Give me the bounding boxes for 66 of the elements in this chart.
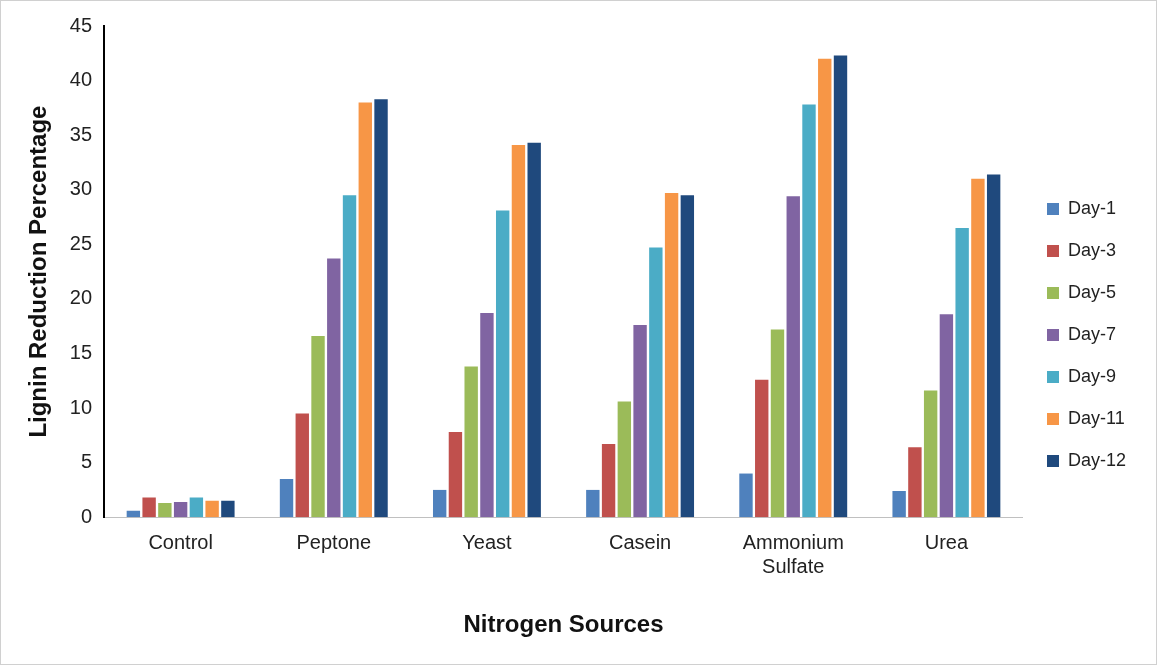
x-tick-label: Peptone bbox=[296, 530, 372, 553]
bar bbox=[158, 503, 172, 518]
bar bbox=[295, 413, 309, 518]
bar bbox=[986, 174, 1001, 518]
x-tick-label: Ammonium Sulfate bbox=[742, 530, 844, 577]
bar bbox=[664, 193, 679, 518]
x-axis-title: Nitrogen Sources bbox=[463, 610, 664, 638]
bar bbox=[311, 336, 325, 518]
y-tick-label: 20 bbox=[69, 286, 93, 309]
bar bbox=[327, 258, 341, 518]
legend-label: Day-9 bbox=[1067, 365, 1116, 386]
bar bbox=[818, 58, 832, 518]
bar bbox=[511, 144, 526, 518]
legend-label: Day-7 bbox=[1067, 323, 1116, 344]
bar bbox=[633, 325, 647, 518]
bar bbox=[770, 329, 785, 518]
bar bbox=[173, 501, 188, 518]
y-axis-title: Lignin Reduction Percentage bbox=[24, 105, 52, 438]
bar bbox=[448, 432, 463, 518]
bar bbox=[955, 227, 969, 518]
legend-label: Day-1 bbox=[1067, 197, 1116, 218]
bar bbox=[617, 401, 632, 518]
legend-label: Day-11 bbox=[1067, 407, 1125, 428]
y-tick-label: 45 bbox=[69, 13, 93, 36]
bar bbox=[680, 195, 695, 518]
bar bbox=[755, 379, 769, 518]
bar bbox=[739, 473, 753, 518]
bar bbox=[142, 497, 156, 518]
bar bbox=[189, 497, 204, 518]
bar bbox=[480, 313, 494, 518]
bar bbox=[221, 500, 235, 518]
bar bbox=[495, 210, 510, 518]
bar bbox=[601, 444, 616, 518]
y-tick-label: 0 bbox=[80, 504, 93, 527]
x-tick-label: Yeast bbox=[462, 530, 513, 553]
y-tick-label: 30 bbox=[69, 177, 93, 200]
y-tick-label: 15 bbox=[69, 340, 93, 363]
y-tick-label: 40 bbox=[69, 68, 93, 91]
bar bbox=[802, 104, 816, 518]
legend-label: Day-5 bbox=[1067, 281, 1116, 302]
bar bbox=[279, 479, 294, 518]
x-tick-label: Control bbox=[148, 530, 213, 553]
bar bbox=[939, 314, 954, 518]
bar bbox=[923, 390, 938, 518]
x-tick-label: Casein bbox=[608, 530, 672, 553]
bar bbox=[358, 102, 372, 518]
legend-label: Day-12 bbox=[1067, 449, 1127, 470]
bar bbox=[786, 196, 800, 518]
bar bbox=[971, 178, 985, 518]
bar bbox=[527, 142, 541, 518]
bar bbox=[205, 500, 219, 518]
bar bbox=[892, 491, 906, 518]
y-tick-label: 25 bbox=[69, 231, 93, 254]
bar bbox=[464, 366, 478, 518]
x-tick-label: Urea bbox=[924, 530, 969, 553]
bar bbox=[586, 489, 600, 518]
bar bbox=[833, 55, 848, 518]
bar bbox=[908, 447, 922, 518]
y-tick-label: 10 bbox=[69, 395, 93, 418]
bar bbox=[342, 195, 357, 518]
y-tick-label: 5 bbox=[80, 450, 93, 473]
bar bbox=[432, 489, 447, 518]
bar bbox=[374, 99, 388, 518]
legend-label: Day-3 bbox=[1067, 239, 1116, 260]
bar bbox=[649, 247, 663, 518]
y-tick-label: 35 bbox=[69, 122, 93, 145]
